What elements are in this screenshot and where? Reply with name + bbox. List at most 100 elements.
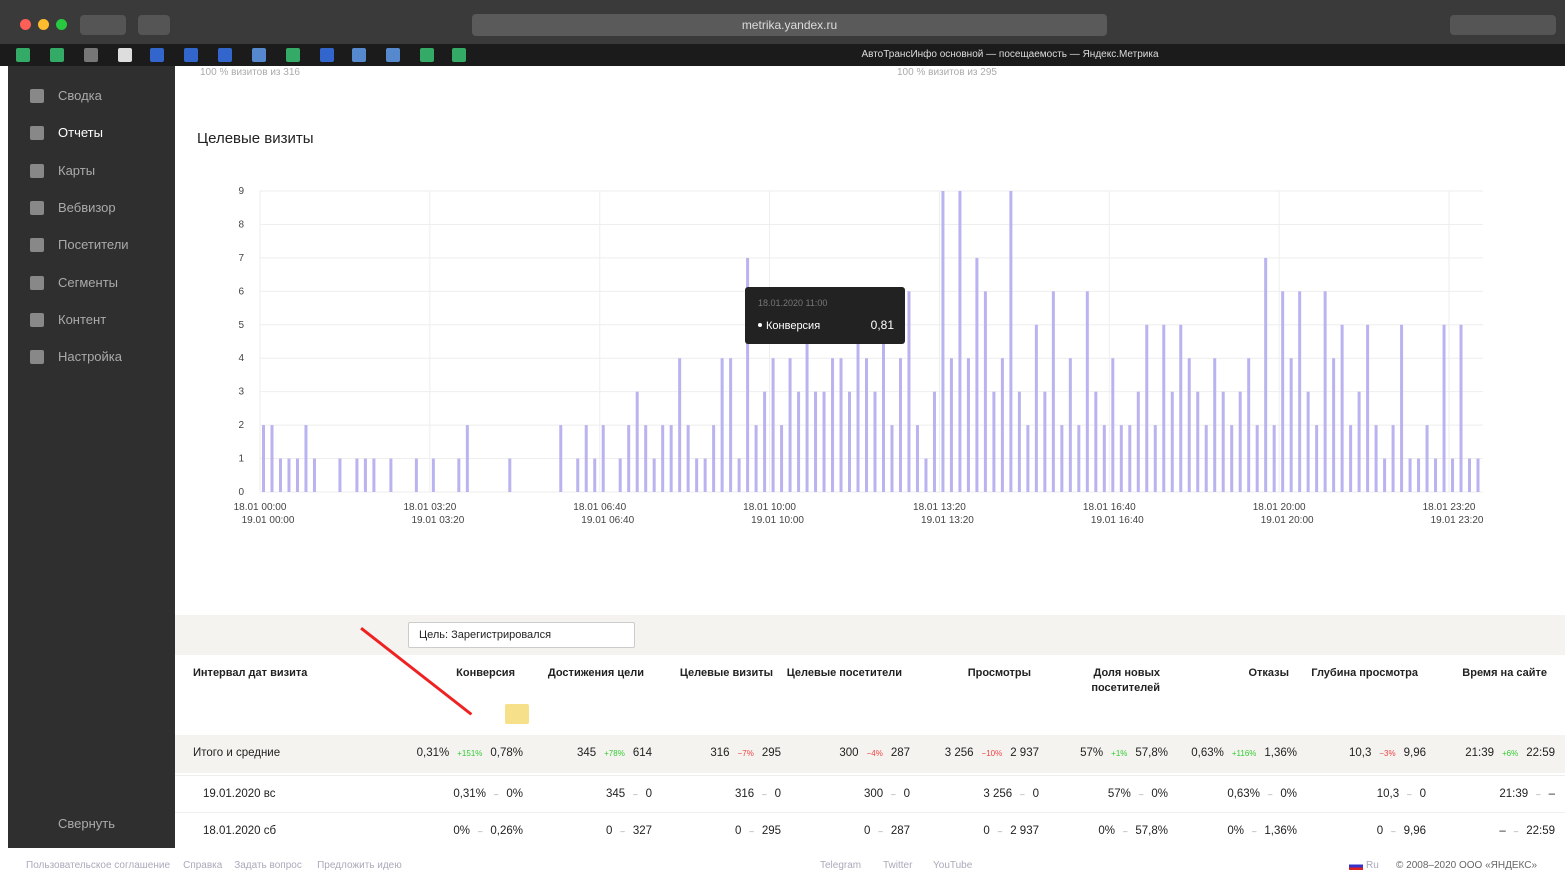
bar <box>627 425 631 492</box>
goal-select[interactable]: Цель: Зарегистрировался <box>408 622 635 648</box>
bar <box>992 391 996 492</box>
footer-link[interactable]: Пользовательское соглашение <box>26 860 171 871</box>
y-tick-label: 3 <box>238 387 244 398</box>
bar <box>1204 425 1208 492</box>
bookmark[interactable] <box>50 48 64 62</box>
language[interactable]: Ru <box>1366 860 1379 871</box>
delta: – <box>620 827 625 836</box>
bar <box>661 425 665 492</box>
bar <box>873 391 877 492</box>
delta: – <box>1138 790 1144 799</box>
value: 0 <box>605 825 613 837</box>
nav-buttons[interactable] <box>80 15 126 35</box>
bookmark[interactable] <box>150 48 164 62</box>
bar <box>1009 191 1013 492</box>
column-header[interactable]: Конверсия <box>456 667 515 679</box>
y-tick-label: 5 <box>238 320 244 331</box>
sidebar-button[interactable] <box>138 15 170 35</box>
social-link[interactable]: Telegram <box>820 860 862 871</box>
x-tick-label: 19.01 23:20 <box>1431 515 1484 526</box>
footer-link[interactable]: Задать вопрос <box>234 860 302 871</box>
bookmark[interactable] <box>118 48 132 62</box>
table-cell: 10,3 −3% 9,96 <box>1303 747 1432 759</box>
bookmark[interactable] <box>218 48 232 62</box>
value: 0 <box>774 788 781 800</box>
chart-toggle[interactable] <box>505 704 529 724</box>
x-tick-label: 19.01 10:00 <box>751 515 804 526</box>
menu-item[interactable]: Карты <box>58 162 96 178</box>
x-tick-label: 19.01 06:40 <box>581 515 634 526</box>
delta: – <box>1513 827 1519 836</box>
bookmark[interactable] <box>16 48 30 62</box>
footer-link[interactable]: Справка <box>183 860 223 871</box>
column-header[interactable]: Достижения цели <box>547 667 644 679</box>
bar <box>890 425 894 492</box>
bar <box>1383 458 1387 492</box>
toolbar-buttons[interactable] <box>1450 15 1556 35</box>
collapse[interactable]: Свернуть <box>58 816 116 831</box>
bar <box>1170 391 1174 492</box>
tab-title: АвтоТрансИнфо основной — посещаемость — … <box>861 49 1159 60</box>
bar <box>1434 458 1438 492</box>
bar <box>1272 425 1276 492</box>
social-link[interactable]: YouTube <box>933 860 973 871</box>
delta: – <box>1122 827 1128 836</box>
close[interactable] <box>20 19 31 30</box>
bookmark[interactable] <box>452 48 466 62</box>
column-header[interactable]: Целевые визиты <box>679 667 773 679</box>
menu-item[interactable]: Контент <box>58 311 107 327</box>
bookmark[interactable] <box>84 48 98 62</box>
bar <box>1213 358 1217 492</box>
bookmark[interactable] <box>252 48 266 62</box>
menu-item[interactable]: Отчеты <box>58 125 103 141</box>
bookmark[interactable] <box>386 48 400 62</box>
sidebar: Сводка Отчеты Карты Вебвизор Посетители Сегме… <box>8 66 175 848</box>
menu-item[interactable]: Посетители <box>58 237 129 253</box>
social-link[interactable]: Twitter <box>883 860 913 871</box>
value: 0 <box>1376 825 1384 837</box>
bar <box>941 191 945 492</box>
bookmark[interactable] <box>352 48 366 62</box>
column-header[interactable]: Отказы <box>1248 667 1289 679</box>
value: 287 <box>890 747 910 759</box>
bookmark[interactable] <box>320 48 334 62</box>
delta: −7% <box>737 749 754 758</box>
table-cell: 57% +1% 57,8% <box>1045 747 1174 759</box>
bar <box>635 391 639 492</box>
bookmark[interactable] <box>286 48 300 62</box>
column-header[interactable]: Просмотры <box>967 667 1031 679</box>
value: 345 <box>576 747 597 759</box>
footer-link[interactable]: Предложить идею <box>317 860 402 871</box>
value: 3 256 <box>983 788 1013 800</box>
table-cell: 0,63% +116% 1,36% <box>1174 747 1303 759</box>
bar <box>601 425 605 492</box>
column-header[interactable]: Время на сайте <box>1462 667 1547 679</box>
bar <box>1323 291 1327 492</box>
menu-item[interactable]: Настройка <box>58 349 122 365</box>
column-header[interactable]: Интервал дат визита <box>193 667 308 679</box>
delta: – <box>891 790 896 799</box>
value: 0 <box>1032 788 1039 800</box>
minimize[interactable] <box>38 19 49 30</box>
column-header[interactable]: Глубина просмотра <box>1311 667 1418 679</box>
value: 3 256 <box>944 747 974 759</box>
value: 345 <box>605 788 626 800</box>
address-bar[interactable]: metrika.yandex.ru <box>472 14 1107 36</box>
bar <box>1196 391 1200 492</box>
bookmark[interactable] <box>184 48 198 62</box>
menu-item[interactable]: Вебвизор <box>58 199 116 215</box>
column-header[interactable]: Доля новых посетителей <box>1091 667 1160 694</box>
bar <box>915 425 919 492</box>
bar <box>1349 425 1353 492</box>
menu-item[interactable]: Сводка <box>58 88 102 103</box>
delta: – <box>1391 827 1396 836</box>
value: 0 <box>1419 788 1426 800</box>
column-header[interactable]: Целевые посетители <box>786 667 902 679</box>
delta: −10% <box>981 749 1003 758</box>
value: 300 <box>863 788 884 800</box>
menu-item[interactable]: Сегменты <box>58 274 119 290</box>
value: 0 <box>734 825 742 837</box>
maximize[interactable] <box>56 19 67 30</box>
bookmark[interactable] <box>420 48 434 62</box>
bar <box>1153 425 1157 492</box>
